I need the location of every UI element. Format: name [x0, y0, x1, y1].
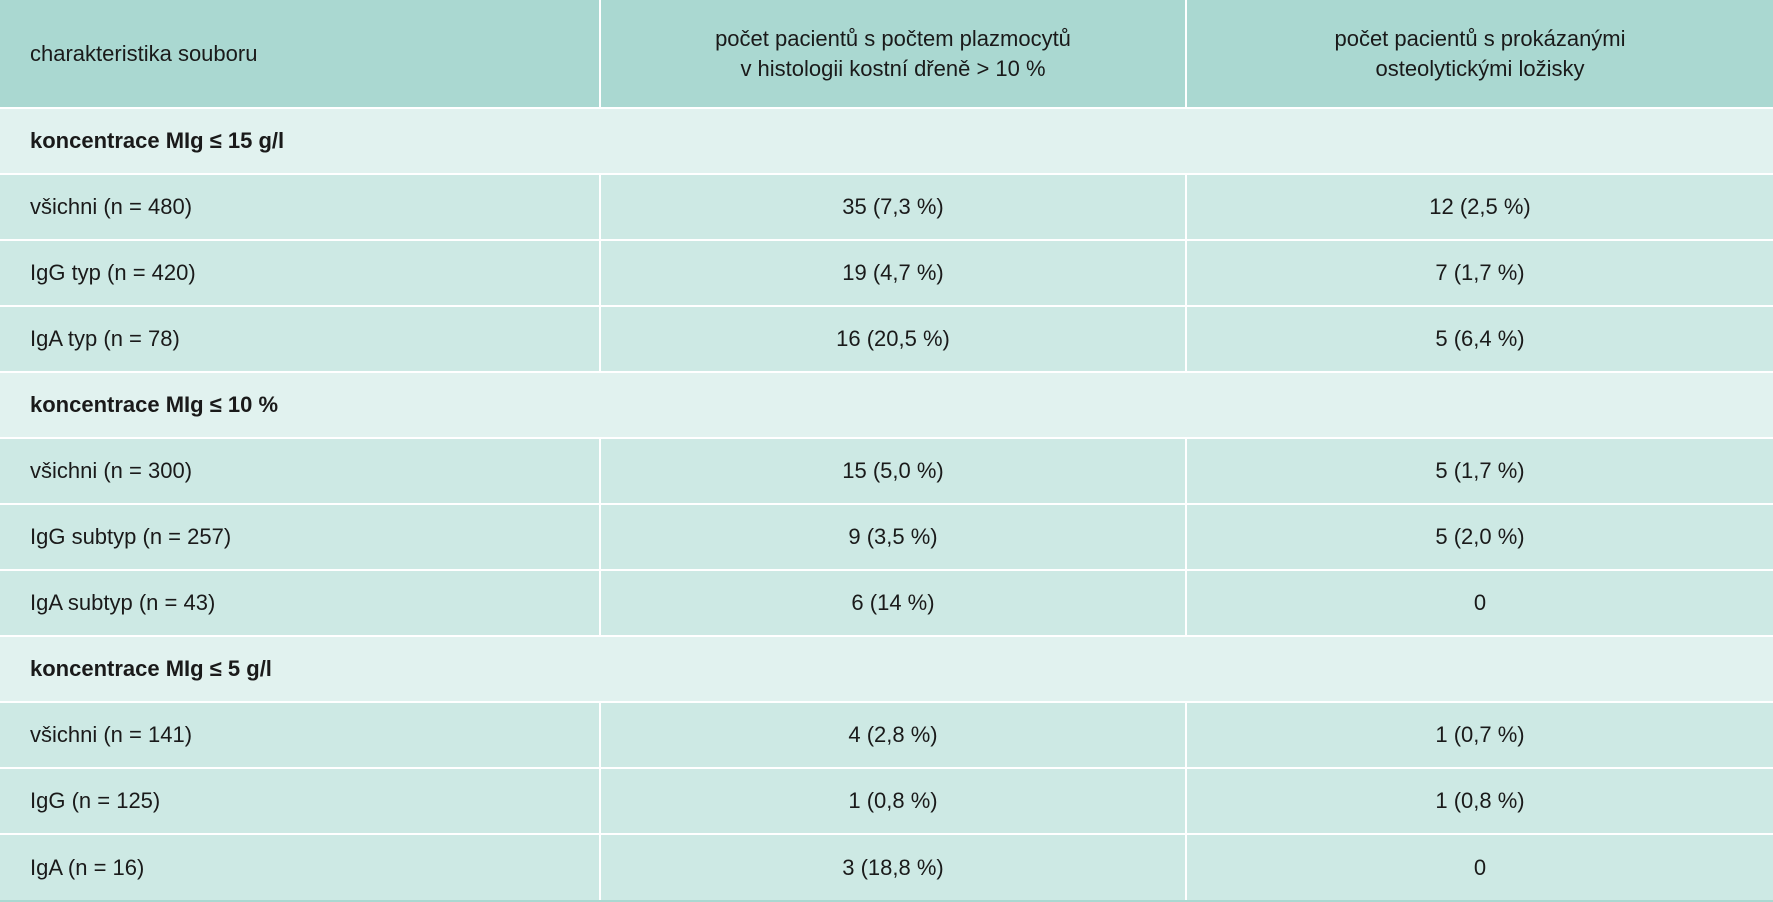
table-row: všichni (n = 300) 15 (5,0 %) 5 (1,7 %)	[0, 438, 1773, 504]
row-label: IgG (n = 125)	[0, 768, 601, 834]
row-osteo-value: 0	[1473, 854, 1487, 880]
row-osteo-value: 1 (0,7 %)	[1435, 722, 1525, 747]
table-row: IgG subtyp (n = 257) 9 (3,5 %) 5 (2,0 %)	[0, 504, 1773, 570]
section-title: koncentrace MIg ≤ 5 g/l	[30, 656, 272, 681]
row-osteo-value: 7 (1,7 %)	[1435, 260, 1525, 285]
row-plasma-value: 15 (5,0 %)	[600, 438, 1187, 504]
table-row: IgG typ (n = 420) 19 (4,7 %) 7 (1,7 %)	[0, 240, 1773, 306]
table-row: IgA typ (n = 78) 16 (20,5 %) 5 (6,4 %)	[0, 306, 1773, 372]
row-label: IgA (n = 16)	[0, 834, 601, 900]
row-osteo-value: 1 (0,8 %)	[1435, 788, 1525, 813]
header-row: charakteristika souboru počet pacientů s…	[0, 0, 1773, 108]
row-osteo-value: 0	[1473, 590, 1487, 615]
section-row: koncentrace MIg ≤ 5 g/l	[0, 636, 1773, 702]
table-row: všichni (n = 480) 35 (7,3 %) 12 (2,5 %)	[0, 174, 1773, 240]
header-osteolytic-line2: osteolytickými ložisky	[1375, 55, 1585, 81]
row-label: IgA subtyp (n = 43)	[0, 570, 601, 636]
table-header: charakteristika souboru počet pacientů s…	[0, 0, 1773, 108]
row-label: všichni (n = 141)	[0, 702, 601, 768]
header-plasma-line1: počet pacientů s počtem plazmocytů	[715, 25, 1071, 51]
row-plasma-value: 6 (14 %)	[600, 570, 1187, 636]
section-title: koncentrace MIg ≤ 15 g/l	[30, 128, 285, 153]
row-plasma-value: 3 (18,8 %)	[600, 834, 1187, 900]
row-label: IgG subtyp (n = 257)	[0, 504, 601, 570]
section-row: koncentrace MIg ≤ 10 %	[0, 372, 1773, 438]
row-osteo-value: 5 (1,7 %)	[1435, 458, 1525, 483]
row-plasma-value: 4 (2,8 %)	[600, 702, 1187, 768]
row-label: všichni (n = 480)	[0, 174, 601, 240]
row-plasma-value: 16 (20,5 %)	[600, 306, 1187, 372]
header-characteristics: charakteristika souboru	[0, 0, 601, 108]
table-row: IgA subtyp (n = 43) 6 (14 %) 0	[0, 570, 1773, 636]
row-osteo-value: 5 (2,0 %)	[1435, 524, 1525, 549]
table-row: IgG (n = 125) 1 (0,8 %) 1 (0,8 %)	[0, 768, 1773, 834]
row-label: všichni (n = 300)	[0, 438, 601, 504]
header-plasma-cells: počet pacientů s počtem plazmocytů v his…	[600, 0, 1187, 108]
table-body: koncentrace MIg ≤ 15 g/l všichni (n = 48…	[0, 108, 1773, 900]
row-plasma-value: 19 (4,7 %)	[600, 240, 1187, 306]
row-plasma-value: 1 (0,8 %)	[600, 768, 1187, 834]
header-plasma-line2: v histologii kostní dřeně > 10 %	[740, 55, 1046, 81]
table-row: všichni (n = 141) 4 (2,8 %) 1 (0,7 %)	[0, 702, 1773, 768]
row-plasma-value: 9 (3,5 %)	[600, 504, 1187, 570]
row-osteo-value: 5 (6,4 %)	[1435, 326, 1525, 351]
header-osteolytic: počet pacientů s prokázanými osteolytick…	[1186, 0, 1773, 108]
header-osteolytic-line1: počet pacientů s prokázanými	[1334, 25, 1626, 51]
row-plasma-value: 35 (7,3 %)	[600, 174, 1187, 240]
row-label: IgG typ (n = 420)	[0, 240, 601, 306]
table-row: IgA (n = 16) 3 (18,8 %) 0	[0, 834, 1773, 900]
section-row: koncentrace MIg ≤ 15 g/l	[0, 108, 1773, 174]
row-osteo-value: 12 (2,5 %)	[1429, 194, 1531, 219]
section-title: koncentrace MIg ≤ 10 %	[30, 392, 279, 417]
row-label: IgA typ (n = 78)	[0, 306, 601, 372]
